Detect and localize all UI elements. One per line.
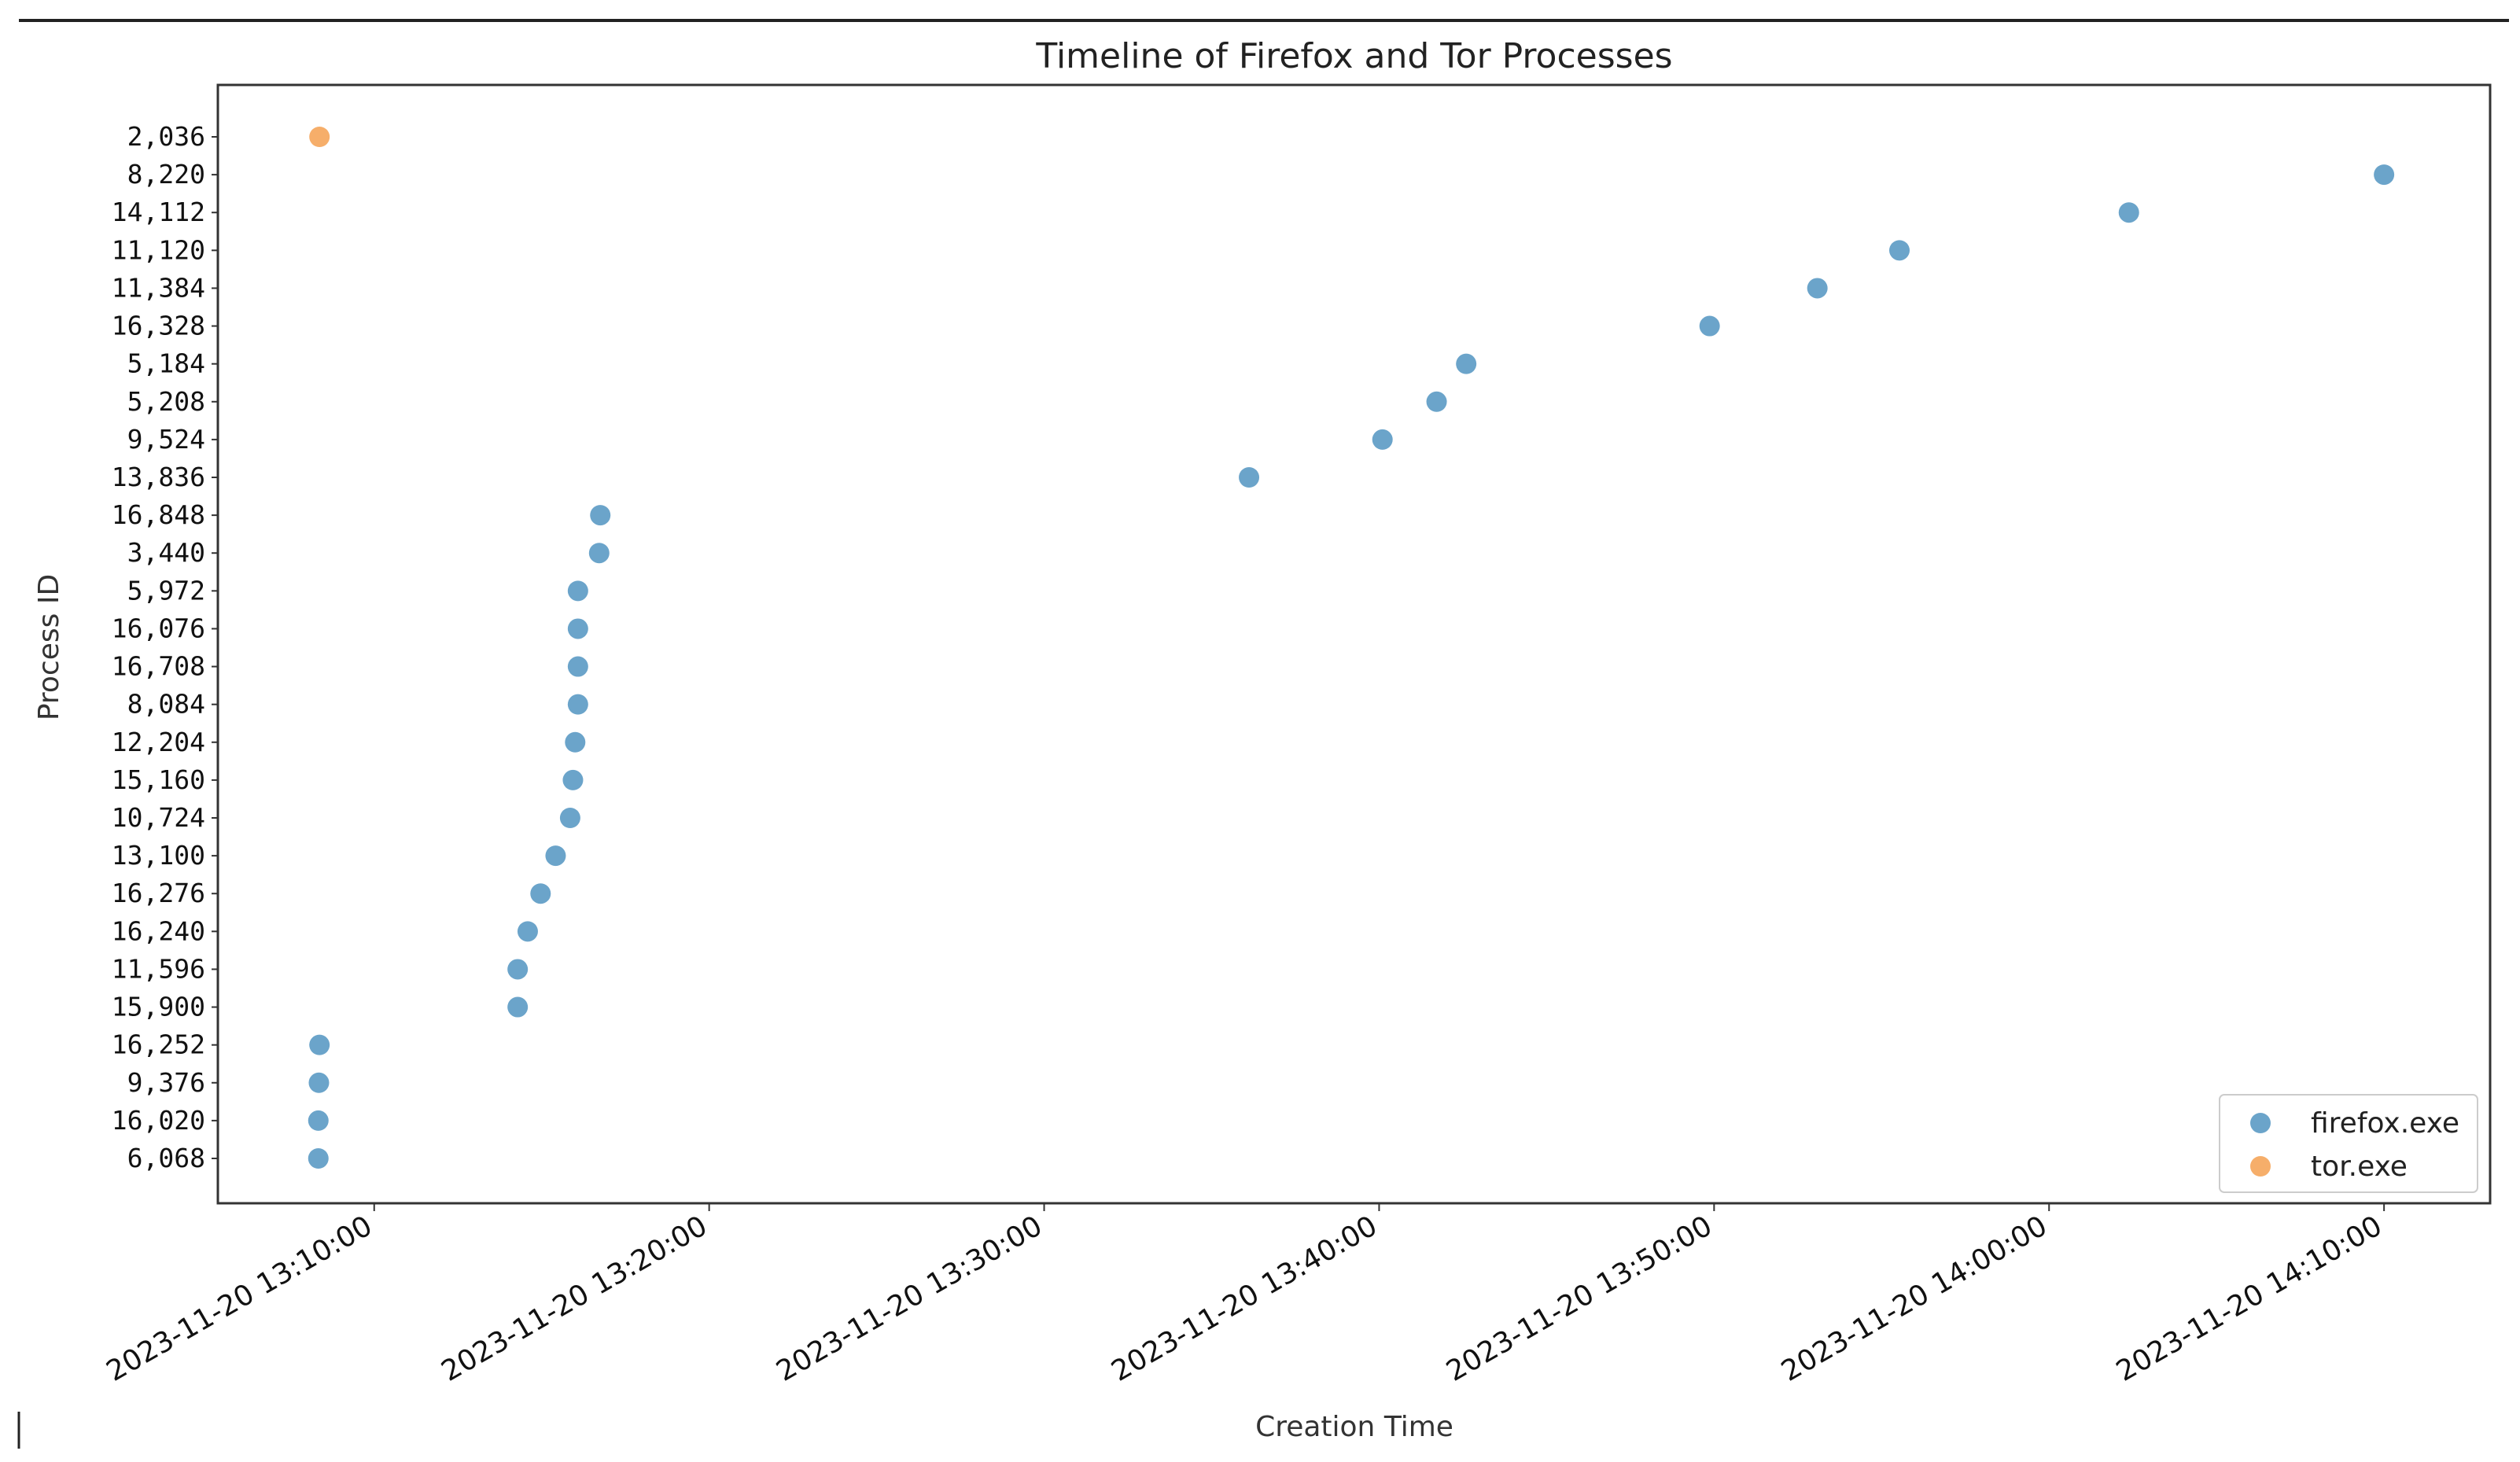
- data-point-firefox: [530, 883, 551, 904]
- y-tick-label: 10,724: [112, 802, 205, 833]
- y-tick-label: 11,120: [112, 234, 205, 265]
- y-tick-label: 16,848: [112, 499, 205, 530]
- y-tick-label: 9,524: [127, 424, 205, 455]
- data-point-firefox: [1239, 467, 1260, 488]
- y-tick-label: 12,204: [112, 727, 205, 757]
- chart-title: Timeline of Firefox and Tor Processes: [1035, 36, 1672, 76]
- data-point-firefox: [1372, 429, 1393, 450]
- data-point-firefox: [309, 1034, 330, 1055]
- y-tick-label: 16,328: [112, 311, 205, 341]
- y-tick-label: 15,160: [112, 764, 205, 795]
- data-point-firefox: [507, 996, 529, 1018]
- y-tick-label: 9,376: [127, 1067, 205, 1098]
- plot-area: [216, 83, 2492, 1205]
- legend: firefox.exe tor.exe: [2219, 1094, 2478, 1193]
- data-point-firefox: [2118, 202, 2139, 223]
- data-point-firefox: [1889, 240, 1910, 261]
- legend-box: [2219, 1094, 2478, 1193]
- y-tick-label: 8,084: [127, 689, 205, 720]
- data-point-firefox: [588, 543, 610, 564]
- y-tick-label: 8,220: [127, 159, 205, 190]
- data-point-firefox: [308, 1148, 329, 1169]
- data-point-firefox: [565, 731, 586, 753]
- x-tick-label: 2023-11-20 13:20:00: [437, 1210, 713, 1388]
- data-point-firefox: [567, 580, 588, 602]
- y-tick-label: 16,276: [112, 878, 205, 908]
- x-axis-ticks: 2023-11-20 13:10:00 2023-11-20 13:20:00 20…: [101, 1203, 2388, 1388]
- data-point-firefox: [567, 656, 588, 677]
- y-tick-label: 5,208: [127, 386, 205, 417]
- data-point-firefox: [2374, 164, 2395, 186]
- data-point-firefox: [1456, 353, 1477, 374]
- y-tick-label: 2,036: [127, 121, 205, 152]
- legend-label-tor: tor.exe: [2311, 1151, 2408, 1183]
- y-tick-label: 16,708: [112, 651, 205, 682]
- y-tick-label: 16,020: [112, 1105, 205, 1136]
- y-tick-label: 16,076: [112, 613, 205, 643]
- data-point-firefox: [545, 845, 566, 867]
- data-point-firefox: [1426, 391, 1447, 412]
- data-point-firefox: [567, 694, 588, 715]
- data-point-firefox: [567, 618, 588, 639]
- y-tick-label: 5,972: [127, 575, 205, 606]
- data-point-firefox: [507, 959, 529, 980]
- y-tick-label: 11,384: [112, 272, 205, 303]
- x-tick-label: 2023-11-20 13:30:00: [771, 1210, 1048, 1388]
- y-tick-label: 16,240: [112, 915, 205, 946]
- x-tick-label: 2023-11-20 14:10:00: [2111, 1210, 2388, 1388]
- y-tick-label: 16,252: [112, 1029, 205, 1060]
- legend-label-firefox: firefox.exe: [2311, 1107, 2459, 1140]
- y-tick-label: 11,596: [112, 953, 205, 984]
- data-points: [308, 127, 2395, 1169]
- x-tick-label: 2023-11-20 13:50:00: [1441, 1210, 1718, 1388]
- data-point-tor: [309, 127, 330, 147]
- data-point-firefox: [590, 505, 611, 526]
- y-tick-label: 5,184: [127, 348, 205, 379]
- y-tick-label: 15,900: [112, 992, 205, 1022]
- data-point-firefox: [308, 1072, 330, 1093]
- data-point-firefox: [308, 1110, 329, 1131]
- x-axis-label: Creation Time: [1255, 1411, 1453, 1443]
- y-tick-label: 14,112: [112, 197, 205, 227]
- x-tick-label: 2023-11-20 14:00:00: [1776, 1210, 2053, 1388]
- y-tick-label: 13,836: [112, 462, 205, 492]
- y-axis-ticks: 6,068 16,020 9,376 16,252 15,900 11,596 16,240…: [112, 121, 218, 1173]
- y-axis-label: Process ID: [33, 574, 65, 720]
- data-point-firefox: [559, 808, 580, 828]
- legend-marker-tor: [2250, 1156, 2271, 1177]
- y-tick-label: 6,068: [127, 1143, 205, 1173]
- legend-marker-firefox: [2250, 1113, 2271, 1133]
- y-tick-label: 3,440: [127, 537, 205, 568]
- data-point-firefox: [562, 769, 584, 790]
- x-tick-label: 2023-11-20 13:10:00: [101, 1210, 378, 1388]
- y-tick-label: 13,100: [112, 840, 205, 871]
- x-tick-label: 2023-11-20 13:40:00: [1106, 1210, 1383, 1388]
- data-point-firefox: [1699, 315, 1720, 337]
- data-point-firefox: [517, 921, 538, 942]
- data-point-firefox: [1807, 278, 1828, 299]
